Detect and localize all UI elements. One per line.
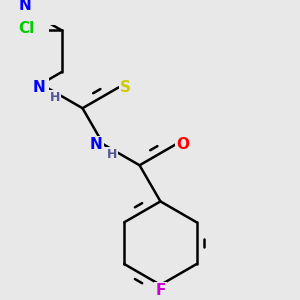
Text: N: N <box>33 80 46 95</box>
Text: N: N <box>90 137 103 152</box>
Text: Cl: Cl <box>18 21 34 36</box>
Text: O: O <box>176 137 189 152</box>
Text: H: H <box>50 91 60 103</box>
Text: H: H <box>106 148 117 160</box>
Text: F: F <box>155 283 166 298</box>
Text: S: S <box>120 80 131 95</box>
Text: N: N <box>19 0 32 13</box>
